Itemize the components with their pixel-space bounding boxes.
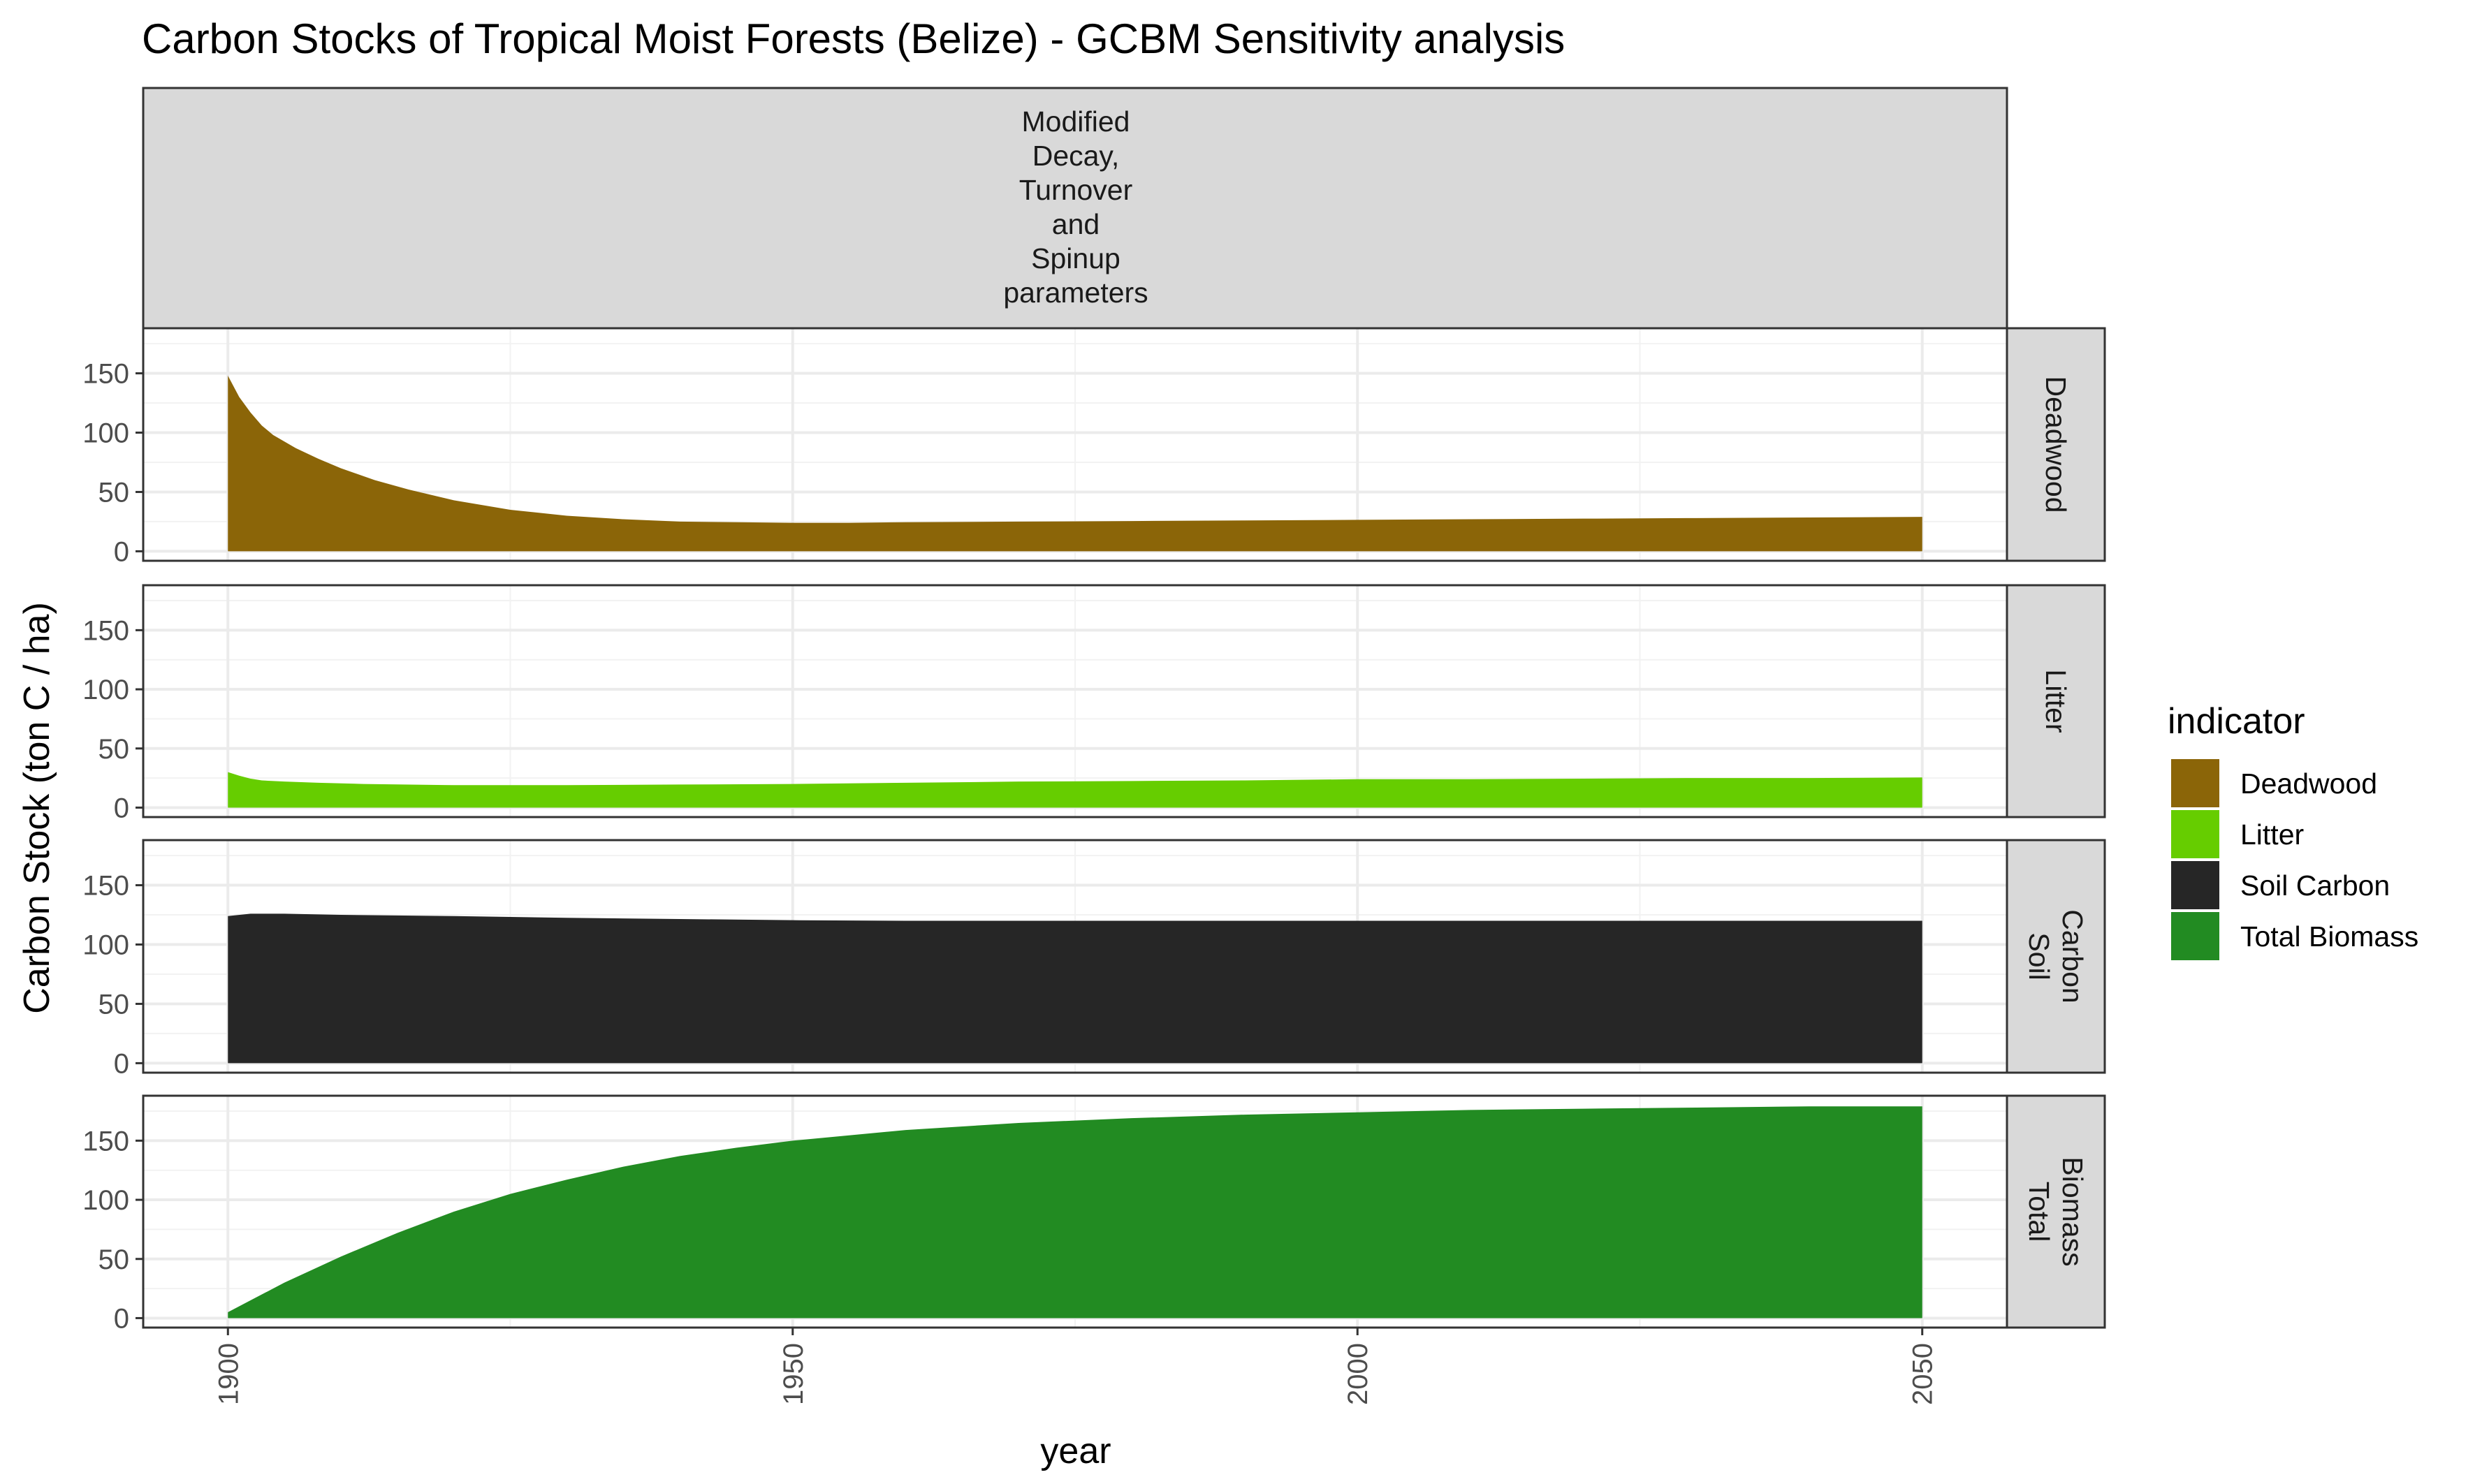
legend-label: Litter	[2240, 818, 2304, 851]
legend-swatch	[2171, 912, 2219, 960]
legend-swatch	[2171, 759, 2219, 807]
x-tick-label: 1900	[213, 1343, 244, 1405]
facet-panels: 0 50 100 150 Deadwood 0 50 100 150 Litter 0 50 100 15…	[82, 327, 2106, 1334]
row-strip-label: Total	[2023, 1182, 2055, 1242]
y-tick-label: 50	[98, 734, 130, 765]
column-strip-label: parameters	[1003, 277, 1148, 309]
column-facet-strip: ModifiedDecay,TurnoverandSpinupparameter…	[142, 87, 2008, 330]
y-tick-label: 0	[114, 1303, 129, 1334]
y-axis-title: Carbon Stock (ton C / ha)	[17, 602, 57, 1014]
area-deadwood	[228, 375, 1922, 552]
x-axis-title: year	[1040, 1431, 1111, 1471]
row-strip-background	[2006, 1094, 2106, 1329]
y-tick-label: 100	[82, 930, 129, 961]
panel-soil-carbon: 0 50 100 150 Soil Carbon	[82, 839, 2106, 1079]
chart-title: Carbon Stocks of Tropical Moist Forests …	[142, 15, 1565, 62]
y-tick-label: 150	[82, 359, 129, 390]
row-strip-background	[2006, 584, 2106, 818]
y-tick-label: 0	[114, 1048, 129, 1079]
legend-label: Deadwood	[2240, 767, 2377, 800]
column-strip-label: Turnover	[1019, 174, 1133, 206]
y-tick-label: 150	[82, 1126, 129, 1156]
y-tick-label: 0	[114, 793, 129, 823]
y-tick-label: 100	[82, 1185, 129, 1216]
y-tick-label: 150	[82, 615, 129, 646]
y-tick-label: 100	[82, 418, 129, 449]
y-tick-label: 50	[98, 1244, 130, 1275]
column-strip-label: and	[1052, 208, 1100, 240]
legend-swatch	[2171, 810, 2219, 858]
area-total-biomass	[228, 1106, 1922, 1318]
panel-total-biomass: 0 50 100 150 Total Biomass	[82, 1094, 2106, 1334]
row-strip-background	[2006, 839, 2106, 1074]
y-tick-label: 100	[82, 675, 129, 705]
column-strip-label: Decay,	[1032, 140, 1120, 172]
legend-swatch	[2171, 861, 2219, 909]
x-tick-label: 2050	[1908, 1343, 1939, 1405]
y-tick-label: 0	[114, 536, 129, 567]
row-strip-label: Soil	[2023, 932, 2055, 980]
x-tick-label: 2000	[1343, 1343, 1373, 1405]
column-strip-label: Spinup	[1031, 242, 1120, 274]
x-axis: 1900 1950 2000 2050	[213, 1328, 1939, 1405]
legend-label: Total Biomass	[2240, 920, 2418, 953]
y-tick-label: 50	[98, 989, 130, 1020]
row-strip-label: Deadwood	[2040, 376, 2072, 513]
row-strip-label: Biomass	[2057, 1156, 2089, 1266]
row-strip-label: Litter	[2040, 669, 2072, 733]
row-strip-background	[2006, 327, 2106, 562]
legend: indicator Deadwood Litter Soil Carbon Total…	[2168, 701, 2418, 960]
row-strip-label: Carbon	[2057, 909, 2089, 1003]
area-litter	[228, 772, 1922, 808]
legend-label: Soil Carbon	[2240, 869, 2390, 902]
panel-litter: 0 50 100 150 Litter	[82, 584, 2106, 823]
x-tick-label: 1950	[778, 1343, 809, 1405]
panel-deadwood: 0 50 100 150 Deadwood	[82, 327, 2106, 567]
column-strip-label: Modified	[1022, 105, 1130, 138]
legend-title: indicator	[2168, 701, 2305, 742]
column-strip-background	[142, 87, 2008, 330]
area-soil-carbon	[228, 913, 1922, 1064]
y-tick-label: 150	[82, 871, 129, 902]
y-tick-label: 50	[98, 477, 130, 508]
